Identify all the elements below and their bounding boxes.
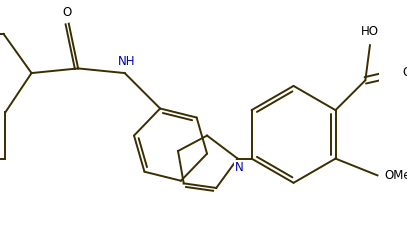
Text: NH: NH — [118, 55, 135, 68]
Text: O: O — [62, 6, 72, 19]
Text: OMe: OMe — [385, 169, 407, 182]
Text: HO: HO — [361, 25, 379, 38]
Text: N: N — [235, 162, 244, 174]
Text: O: O — [403, 66, 407, 79]
